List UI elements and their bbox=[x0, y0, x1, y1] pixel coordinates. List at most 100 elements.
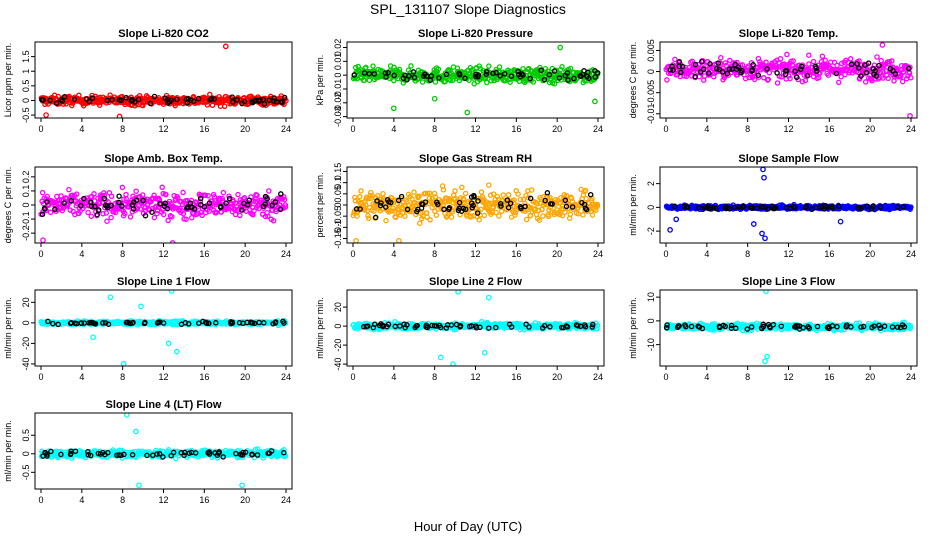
data-point-secondary bbox=[411, 74, 418, 81]
data-point bbox=[358, 188, 364, 194]
outlier-point bbox=[750, 221, 757, 227]
y-tick-label: -0.1 bbox=[333, 220, 343, 236]
outlier-point bbox=[879, 42, 886, 48]
y-tick-label: 0.005 bbox=[646, 39, 656, 62]
y-tick-label: -20 bbox=[333, 339, 343, 352]
data-point-secondary bbox=[547, 324, 553, 330]
data-point-secondary bbox=[575, 323, 581, 329]
data-point-secondary bbox=[363, 323, 370, 330]
data-point-secondary bbox=[508, 73, 515, 79]
data-point-secondary bbox=[590, 321, 596, 328]
data-point bbox=[393, 214, 399, 221]
y-tick-label: -10 bbox=[646, 338, 656, 351]
data-point-secondary bbox=[412, 324, 418, 331]
data-point-secondary bbox=[862, 62, 868, 68]
outlier-point bbox=[760, 167, 766, 173]
data-point-secondary bbox=[505, 204, 512, 211]
data-point bbox=[490, 191, 497, 197]
data-points bbox=[663, 42, 914, 118]
y-tick-label: 0.1 bbox=[21, 185, 31, 198]
figure-xlabel: Hour of Day (UTC) bbox=[414, 519, 522, 534]
data-point-secondary bbox=[382, 70, 389, 76]
data-point-secondary bbox=[361, 70, 368, 76]
data-point bbox=[449, 209, 456, 215]
data-point-secondary bbox=[760, 323, 767, 330]
outlier-point bbox=[169, 240, 176, 243]
x-tick-label: 16 bbox=[199, 249, 209, 259]
data-point bbox=[363, 201, 369, 208]
data-point-secondary bbox=[402, 324, 408, 331]
data-point bbox=[475, 207, 481, 214]
data-point-secondary bbox=[398, 193, 405, 200]
data-point bbox=[594, 203, 601, 209]
y-tick-label: -0.1 bbox=[21, 211, 31, 227]
data-point bbox=[468, 213, 474, 219]
data-point-secondary bbox=[157, 200, 163, 207]
data-point bbox=[461, 197, 467, 203]
data-point bbox=[352, 198, 359, 204]
data-point bbox=[197, 198, 204, 205]
data-point-secondary bbox=[716, 324, 723, 331]
data-point bbox=[583, 195, 589, 202]
data-point-secondary bbox=[678, 69, 684, 76]
y-tick-label: 0 bbox=[333, 73, 343, 78]
outlier-point bbox=[557, 44, 564, 51]
data-point bbox=[801, 72, 807, 78]
data-point bbox=[88, 213, 95, 219]
data-point-secondary bbox=[706, 70, 712, 76]
data-point bbox=[383, 217, 389, 224]
data-point-secondary bbox=[551, 68, 558, 74]
x-tick-label: 8 bbox=[745, 372, 750, 382]
data-point-secondary bbox=[41, 206, 48, 212]
data-point bbox=[907, 325, 914, 332]
outlier-point bbox=[592, 98, 598, 105]
data-point bbox=[582, 187, 589, 194]
y-tick-label: 0 bbox=[646, 205, 656, 210]
data-point bbox=[361, 77, 367, 84]
data-point bbox=[366, 77, 373, 84]
data-point-secondary bbox=[164, 96, 171, 103]
data-point-secondary bbox=[876, 62, 882, 69]
data-point-secondary bbox=[462, 75, 468, 82]
outlier-point bbox=[761, 174, 767, 181]
data-point bbox=[66, 186, 72, 193]
data-point-secondary bbox=[523, 321, 529, 327]
data-point bbox=[594, 326, 600, 332]
data-point-secondary bbox=[223, 200, 229, 206]
y-axis-label: degrees C per min. bbox=[3, 167, 13, 244]
data-point bbox=[202, 192, 209, 199]
data-point bbox=[121, 196, 127, 202]
data-point-secondary bbox=[860, 323, 867, 330]
data-point-secondary bbox=[123, 95, 129, 101]
data-point-secondary bbox=[61, 200, 67, 206]
data-point-secondary bbox=[707, 61, 713, 67]
x-tick-label: 16 bbox=[511, 249, 521, 259]
data-point bbox=[701, 77, 707, 83]
data-point-secondary bbox=[877, 204, 884, 210]
data-point-secondary bbox=[562, 72, 569, 79]
data-point-secondary bbox=[483, 71, 490, 77]
data-point bbox=[747, 74, 753, 81]
x-tick-label: 8 bbox=[432, 372, 437, 382]
data-point-secondary bbox=[526, 324, 532, 330]
y-axis-label: ml/min per min. bbox=[315, 297, 325, 359]
data-point bbox=[442, 78, 448, 85]
data-point bbox=[108, 214, 114, 221]
data-point bbox=[552, 197, 559, 203]
data-point bbox=[511, 199, 517, 206]
outlier-point bbox=[222, 43, 229, 50]
data-point-secondary bbox=[767, 324, 773, 331]
data-point-secondary bbox=[234, 97, 240, 103]
data-point bbox=[822, 57, 828, 63]
data-point bbox=[123, 196, 129, 202]
data-point-secondary bbox=[770, 321, 777, 328]
data-points bbox=[350, 44, 601, 116]
data-point-secondary bbox=[813, 68, 820, 75]
data-point-secondary bbox=[195, 95, 202, 102]
x-tick-label: 4 bbox=[79, 372, 84, 382]
y-tick-label: 1 bbox=[21, 69, 31, 74]
data-point bbox=[411, 189, 417, 195]
data-point-secondary bbox=[858, 324, 864, 330]
data-point-secondary bbox=[682, 322, 688, 328]
data-point bbox=[878, 57, 884, 64]
